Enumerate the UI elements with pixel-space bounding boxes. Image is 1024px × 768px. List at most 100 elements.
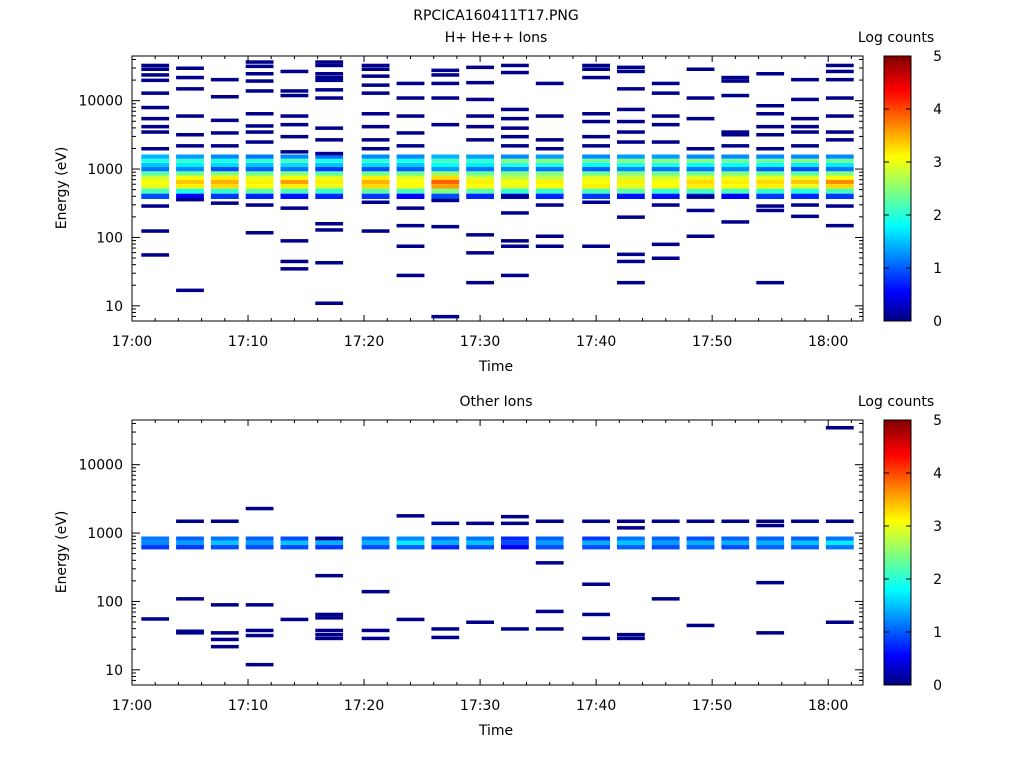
heatmap-cell [315,536,344,541]
heatmap-cell [756,171,785,176]
heatmap-cell [210,184,239,189]
heatmap-cell [535,519,564,523]
heatmap-cell [396,158,425,163]
heatmap-cell [825,536,854,541]
heatmap-cell [431,521,460,526]
heatmap-cell [791,188,819,194]
heatmap-cell [245,158,274,163]
heatmap-cell [466,97,494,102]
x-axis-label: Time [478,723,513,739]
heatmap-cell [501,158,529,163]
heatmap-cell [141,204,170,208]
heatmap-cell [791,179,819,184]
heatmap-cell [501,521,529,526]
heatmap-cell [617,154,645,159]
heatmap-cell [756,158,785,163]
heatmap-cell [686,175,715,180]
heatmap-cell [431,540,460,545]
heatmap-cell [791,536,819,541]
heatmap-cell [245,231,274,235]
heatmap-cell [501,134,529,139]
heatmap-cell [617,107,645,112]
heatmap-cell [582,134,610,139]
heatmap-cell [756,540,785,545]
heatmap-cell [582,175,610,180]
heatmap-cell [756,193,785,199]
y-tick-label: 1000 [87,526,123,542]
heatmap-cell [245,64,274,69]
heatmap-cell [721,79,750,83]
heatmap-cell [141,162,170,167]
heatmap-cell [280,184,309,189]
heatmap-cell [535,188,564,194]
heatmap-cell [825,167,854,172]
heatmap-cell [396,617,425,622]
heatmap-cell [582,154,610,159]
heatmap-cell [361,589,390,594]
heatmap-cell [245,79,274,83]
heatmap-cell [431,96,460,100]
heatmap-cell [686,167,715,172]
heatmap-cell [721,154,750,159]
heatmap-cell [791,144,819,148]
heatmap-cell [315,96,344,100]
heatmap-cell [280,540,309,545]
heatmap-cell [535,234,564,238]
heatmap-cell [721,184,750,189]
heatmap-cell [141,188,170,194]
heatmap-cell [396,167,425,172]
heatmap-cell [501,154,529,159]
heatmap-cell [245,60,274,64]
heatmap-cell [210,118,239,123]
heatmap-cell [791,203,819,207]
heatmap-cell [651,203,680,207]
heatmap-cell [651,91,680,95]
colorbar-tick-label: 3 [933,155,942,171]
x-tick-label: 17:00 [112,334,152,350]
heatmap-cell [210,637,239,642]
plot-frame [131,55,864,322]
heatmap-cell [431,171,460,176]
heatmap-cell [617,632,645,637]
heatmap-cell [176,162,204,167]
heatmap-cell [825,130,854,134]
heatmap-cell [396,154,425,159]
heatmap-cell [501,188,529,194]
heatmap-cell [825,188,854,194]
heatmap-cell [361,193,390,199]
heatmap-cell [501,514,529,519]
heatmap-cell [245,203,274,207]
heatmap-cells [141,60,854,319]
heatmap-cell [686,147,715,151]
heatmap-cell [466,184,494,189]
heatmap-cell [651,597,680,601]
heatmap-cell [361,67,390,71]
heatmap-cell [315,60,344,64]
colorbar-tick-label: 5 [933,413,942,429]
heatmap-cell [756,133,785,137]
heatmap-cell [721,536,750,541]
heatmap-cell [466,193,494,199]
heatmap-cell [245,545,274,550]
heatmap-cell [280,89,309,93]
heatmap-cell [825,77,854,82]
heatmap-cell [791,124,819,129]
heatmap-cell [361,74,390,78]
heatmap-cell [210,175,239,180]
heatmap-cell [501,273,529,278]
heatmap-cell [361,200,390,204]
heatmap-cell [535,179,564,184]
heatmap-cell [686,188,715,194]
heatmap-cell [825,519,854,523]
heatmap-cell [721,188,750,194]
heatmap-cell [501,175,529,180]
heatmap-cell [582,193,610,199]
colorbar-gradient [883,55,912,322]
heatmap-cell [396,206,425,210]
heatmap-cell [361,184,390,189]
heatmap-cell [361,171,390,176]
x-tick-label: 17:10 [228,698,268,714]
heatmap-cell [617,130,645,134]
colorbar-tick-label: 4 [933,102,942,118]
heatmap-cell [466,175,494,180]
